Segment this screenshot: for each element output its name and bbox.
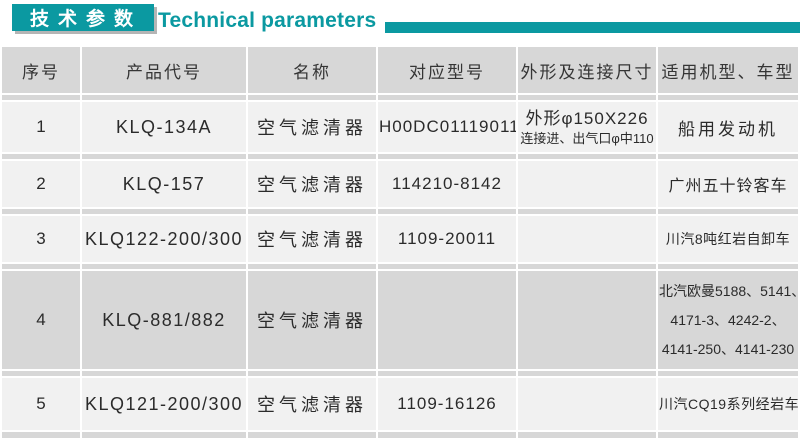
cell-applicable: 川汽CQ19系列经岩车 (658, 378, 798, 430)
cell-dimensions (518, 216, 656, 262)
col-header-model: 对应型号 (378, 47, 516, 93)
dimensions-line2: 连接进、出气口φ中110 (520, 131, 654, 146)
separator-row (2, 264, 798, 269)
separator-row (2, 371, 798, 376)
col-header-dimensions: 外形及连接尺寸 (518, 47, 656, 93)
cell-name: 空气滤清器 (248, 161, 376, 207)
cell-dimensions (518, 161, 656, 207)
section-title-cn: 技术参数 (29, 9, 142, 30)
cell-product-code: KLQ-157 (82, 161, 246, 207)
applicable-line2: 4171-3、4242-2、 (670, 311, 786, 328)
cell-model: 1109-20011 (378, 216, 516, 262)
table-row: 5 KLQ121-200/300 空气滤清器 1109-16126 川汽CQ19… (2, 378, 798, 430)
cell-serial: 1 (2, 102, 80, 152)
cell-dimensions (518, 378, 656, 430)
cell-applicable: 川汽8吨红岩自卸车 (658, 216, 798, 262)
title-bar: 技术参数 Technical parameters (0, 0, 800, 45)
title-accent-rule (385, 22, 800, 33)
cell-name: 空气滤清器 (248, 216, 376, 262)
table-row: 1 KLQ-134A 空气滤清器 H00DC01119011 外形φ150X22… (2, 102, 798, 152)
cell-product-code: KLQ-881/882 (82, 271, 246, 369)
cell-model: H00DC01119011 (378, 102, 516, 152)
parameters-table: 序号 产品代号 名称 对应型号 外形及连接尺寸 适用机型、车型 1 KLQ-13… (0, 45, 800, 440)
cell-dimensions (518, 271, 656, 369)
cell-serial: 2 (2, 161, 80, 207)
section-title-en: Technical parameters (158, 9, 377, 32)
separator-row (2, 154, 798, 159)
cell-model: 114210-8142 (378, 161, 516, 207)
dimensions-line1: 外形φ150X226 (525, 109, 649, 128)
table-header-row: 序号 产品代号 名称 对应型号 外形及连接尺寸 适用机型、车型 (2, 47, 798, 93)
table-row: 2 KLQ-157 空气滤清器 114210-8142 广州五十铃客车 (2, 161, 798, 207)
cell-serial: 3 (2, 216, 80, 262)
applicable-line3: 4141-250、4141-230 (661, 340, 795, 357)
cell-name: 空气滤清器 (248, 378, 376, 430)
cell-product-code: KLQ-134A (82, 102, 246, 152)
table-row: 4 KLQ-881/882 空气滤清器 北汽欧曼5188、5141、 4171-… (2, 271, 798, 369)
cell-applicable: 北汽欧曼5188、5141、 4171-3、4242-2、 4141-250、4… (658, 271, 798, 369)
col-header-applicable: 适用机型、车型 (658, 47, 798, 93)
cell-dimensions: 外形φ150X226 连接进、出气口φ中110 (518, 102, 656, 152)
col-header-name: 名称 (248, 47, 376, 93)
cell-name: 空气滤清器 (248, 271, 376, 369)
table-row: 3 KLQ122-200/300 空气滤清器 1109-20011 川汽8吨红岩… (2, 216, 798, 262)
cell-name: 空气滤清器 (248, 102, 376, 152)
col-header-serial: 序号 (2, 47, 80, 93)
cell-applicable: 广州五十铃客车 (658, 161, 798, 207)
separator-row (2, 95, 798, 100)
cell-model (378, 271, 516, 369)
cell-serial: 5 (2, 378, 80, 430)
separator-row (2, 432, 798, 438)
separator-row (2, 209, 798, 214)
cell-applicable: 船用发动机 (658, 102, 798, 152)
col-header-product-code: 产品代号 (82, 47, 246, 93)
cell-product-code: KLQ122-200/300 (82, 216, 246, 262)
cell-serial: 4 (2, 271, 80, 369)
section-title-badge: 技术参数 (12, 4, 154, 31)
cell-model: 1109-16126 (378, 378, 516, 430)
cell-product-code: KLQ121-200/300 (82, 378, 246, 430)
applicable-line1: 北汽欧曼5188、5141、 (659, 282, 798, 299)
